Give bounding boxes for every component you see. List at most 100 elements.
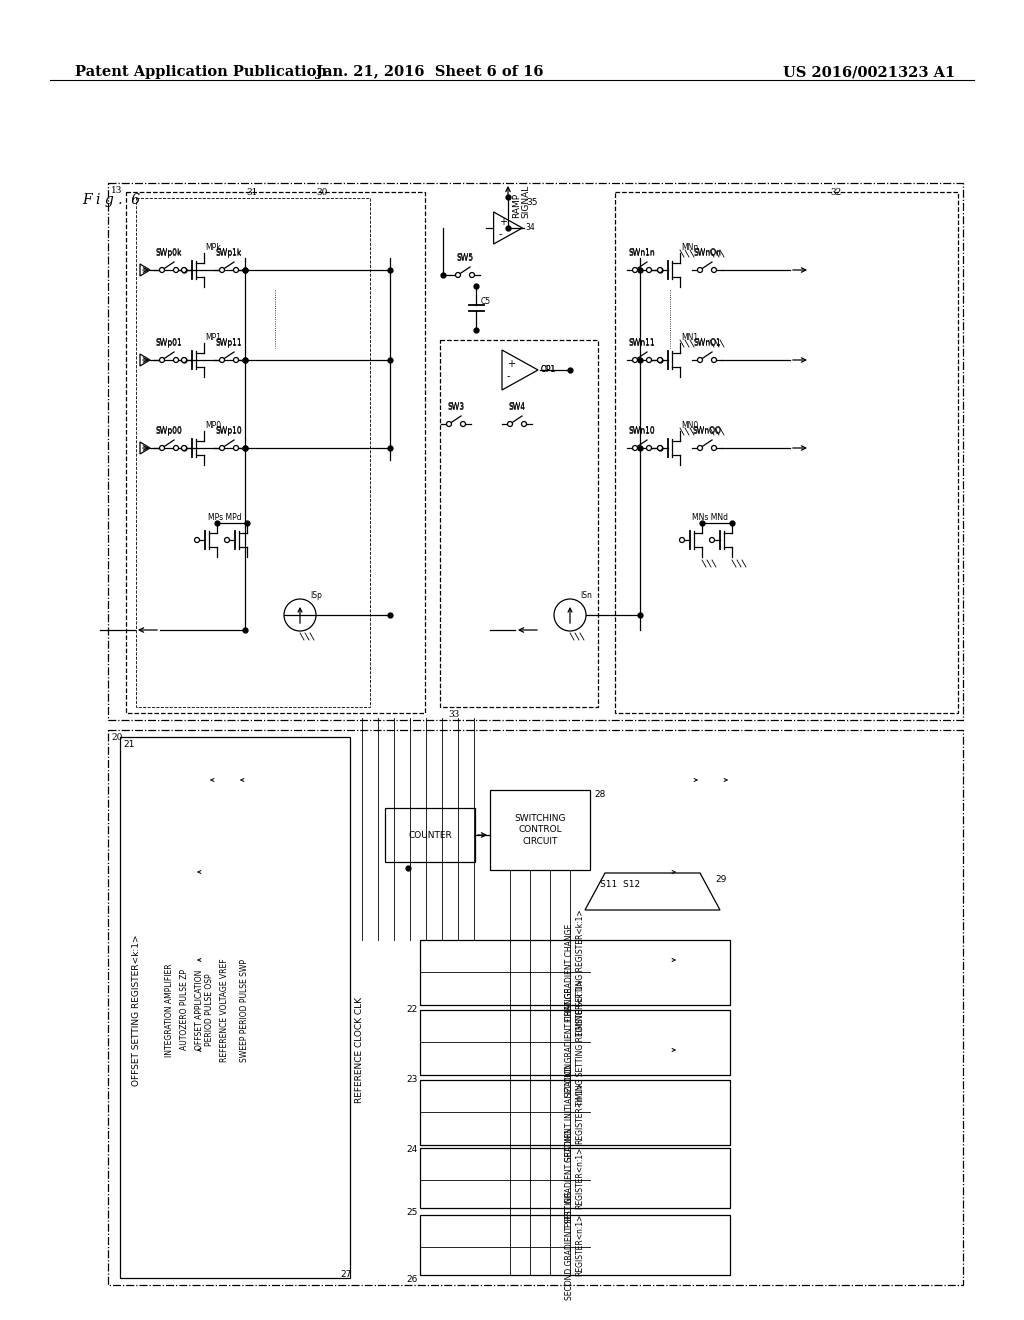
Text: REFERENCE CLOCK CLK: REFERENCE CLOCK CLK bbox=[355, 997, 364, 1104]
Text: FIRST GRADIENT CHANGE
TIMING SETTING REGISTER<k:1>: FIRST GRADIENT CHANGE TIMING SETTING REG… bbox=[565, 909, 585, 1036]
Text: 29: 29 bbox=[715, 875, 726, 884]
Text: C5: C5 bbox=[481, 297, 492, 306]
Text: 33: 33 bbox=[449, 710, 459, 719]
Circle shape bbox=[712, 268, 717, 272]
Text: MP1: MP1 bbox=[205, 333, 221, 342]
Text: SW5: SW5 bbox=[457, 253, 473, 261]
Text: 24: 24 bbox=[407, 1144, 418, 1154]
Text: SWnOn: SWnOn bbox=[693, 249, 721, 257]
Text: F i g .  6: F i g . 6 bbox=[82, 193, 140, 207]
Text: SWnOn: SWnOn bbox=[693, 248, 721, 257]
Text: 22: 22 bbox=[407, 1005, 418, 1014]
Text: OFFSET SETTING REGISTER<k:1>: OFFSET SETTING REGISTER<k:1> bbox=[132, 935, 141, 1086]
Text: SW4: SW4 bbox=[509, 403, 525, 412]
Circle shape bbox=[680, 537, 684, 543]
Text: SWp00: SWp00 bbox=[156, 426, 182, 436]
Text: 31: 31 bbox=[246, 187, 257, 197]
Text: SWEEP PERIOD PULSE SWP: SWEEP PERIOD PULSE SWP bbox=[240, 958, 249, 1061]
Text: FIRST GRADIENT SETTING
REGISTER<n:1>: FIRST GRADIENT SETTING REGISTER<n:1> bbox=[565, 1129, 585, 1228]
Circle shape bbox=[173, 358, 178, 363]
Text: S11  S12: S11 S12 bbox=[600, 880, 640, 888]
Text: -: - bbox=[507, 371, 511, 381]
Text: SWnOO: SWnOO bbox=[692, 426, 722, 436]
Circle shape bbox=[181, 358, 186, 363]
Text: SWnOO: SWnOO bbox=[692, 426, 722, 436]
Text: MN0: MN0 bbox=[681, 421, 698, 430]
Text: SWnO1: SWnO1 bbox=[693, 339, 721, 348]
Circle shape bbox=[219, 268, 224, 272]
Circle shape bbox=[160, 446, 165, 450]
Text: 21: 21 bbox=[123, 741, 134, 748]
Circle shape bbox=[456, 272, 461, 277]
Text: AUTOZERO PULSE ZP: AUTOZERO PULSE ZP bbox=[180, 969, 189, 1051]
Text: SWn11: SWn11 bbox=[629, 338, 655, 347]
Circle shape bbox=[646, 268, 651, 272]
Circle shape bbox=[233, 358, 239, 363]
Circle shape bbox=[219, 446, 224, 450]
Text: SECOND GRADIENT SETTING
REGISTER<n:1>: SECOND GRADIENT SETTING REGISTER<n:1> bbox=[565, 1191, 585, 1299]
Circle shape bbox=[697, 268, 702, 272]
Text: 23: 23 bbox=[407, 1074, 418, 1084]
Text: 25: 25 bbox=[407, 1208, 418, 1217]
Text: GRADIENT INITIALIZATION
REGISTER<n:1>: GRADIENT INITIALIZATION REGISTER<n:1> bbox=[565, 1063, 585, 1162]
Circle shape bbox=[173, 268, 178, 272]
Circle shape bbox=[160, 358, 165, 363]
Text: SWp1k: SWp1k bbox=[216, 249, 243, 257]
Circle shape bbox=[461, 421, 466, 426]
Text: 26: 26 bbox=[407, 1275, 418, 1284]
Text: SWITCHING
CONTROL
CIRCUIT: SWITCHING CONTROL CIRCUIT bbox=[514, 814, 565, 846]
Text: SWn10: SWn10 bbox=[629, 426, 655, 436]
Text: MP0: MP0 bbox=[205, 421, 221, 430]
Text: SWp1k: SWp1k bbox=[216, 248, 243, 257]
Circle shape bbox=[233, 268, 239, 272]
Text: SWp11: SWp11 bbox=[216, 338, 243, 347]
Text: SW5: SW5 bbox=[457, 253, 473, 263]
Text: 20: 20 bbox=[111, 733, 123, 742]
Text: SWn1n: SWn1n bbox=[629, 249, 655, 257]
Text: US 2016/0021323 A1: US 2016/0021323 A1 bbox=[782, 65, 955, 79]
Text: -: - bbox=[499, 228, 502, 239]
Text: 28: 28 bbox=[594, 789, 605, 799]
Circle shape bbox=[195, 537, 200, 543]
Text: SWp00: SWp00 bbox=[156, 426, 182, 436]
Circle shape bbox=[633, 358, 638, 363]
Circle shape bbox=[160, 268, 165, 272]
Text: SWn1n: SWn1n bbox=[629, 248, 655, 257]
Text: Jan. 21, 2016  Sheet 6 of 16: Jan. 21, 2016 Sheet 6 of 16 bbox=[316, 65, 544, 79]
Text: INTEGRATION AMPLIFIER: INTEGRATION AMPLIFIER bbox=[165, 964, 174, 1057]
Circle shape bbox=[181, 268, 186, 272]
Text: 27: 27 bbox=[340, 1270, 351, 1279]
Text: SWnO1: SWnO1 bbox=[693, 338, 721, 347]
Text: MN1: MN1 bbox=[681, 333, 698, 342]
Text: OP1: OP1 bbox=[541, 366, 556, 375]
Circle shape bbox=[224, 537, 229, 543]
Text: 35: 35 bbox=[526, 198, 538, 207]
Text: ISn: ISn bbox=[580, 591, 592, 601]
Circle shape bbox=[633, 268, 638, 272]
Circle shape bbox=[710, 537, 715, 543]
Text: 32: 32 bbox=[830, 187, 842, 197]
Text: SWp10: SWp10 bbox=[216, 426, 243, 436]
Text: SW4: SW4 bbox=[509, 403, 525, 411]
Text: MPs MPd: MPs MPd bbox=[208, 513, 242, 521]
Text: SW3: SW3 bbox=[447, 403, 465, 411]
Circle shape bbox=[646, 358, 651, 363]
Circle shape bbox=[469, 272, 474, 277]
Circle shape bbox=[633, 446, 638, 450]
Text: MPk: MPk bbox=[205, 243, 221, 252]
Text: +: + bbox=[507, 359, 515, 370]
Text: OFFSET APPLICATION
PERIOD PULSE OSP: OFFSET APPLICATION PERIOD PULSE OSP bbox=[195, 970, 214, 1051]
Circle shape bbox=[657, 446, 663, 450]
Text: OP1: OP1 bbox=[541, 366, 556, 375]
Circle shape bbox=[697, 446, 702, 450]
Text: SW3: SW3 bbox=[447, 403, 465, 412]
Text: 34: 34 bbox=[525, 223, 536, 232]
Text: SWp11: SWp11 bbox=[216, 339, 243, 348]
Text: SWp01: SWp01 bbox=[156, 338, 182, 347]
Text: REFERENCE VOLTAGE VREF: REFERENCE VOLTAGE VREF bbox=[220, 958, 229, 1061]
Text: SWp01: SWp01 bbox=[156, 339, 182, 348]
Circle shape bbox=[219, 358, 224, 363]
Circle shape bbox=[646, 446, 651, 450]
Circle shape bbox=[657, 358, 663, 363]
Circle shape bbox=[657, 268, 663, 272]
